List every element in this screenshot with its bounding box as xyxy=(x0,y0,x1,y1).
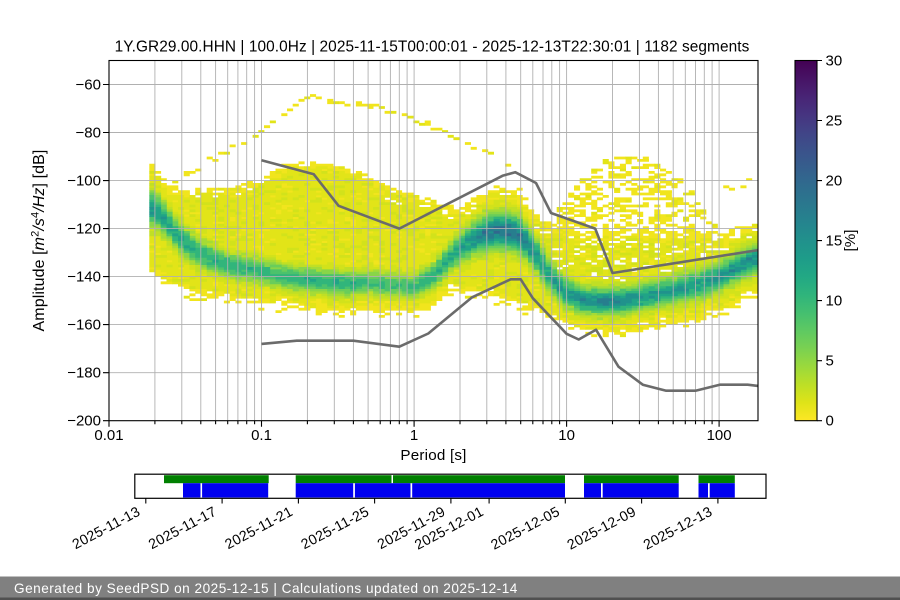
svg-text:15: 15 xyxy=(826,233,843,250)
svg-text:Generated by SeedPSD on 2025-1: Generated by SeedPSD on 2025-12-15 | Cal… xyxy=(14,581,518,596)
svg-text:−140: −140 xyxy=(67,269,101,286)
svg-text:Amplitude [m2/s4/Hz] [dB]: Amplitude [m2/s4/Hz] [dB] xyxy=(30,150,49,332)
svg-text:−120: −120 xyxy=(67,221,101,238)
svg-text:Period [s]: Period [s] xyxy=(400,447,466,464)
svg-text:0.1: 0.1 xyxy=(251,427,272,444)
svg-text:−200: −200 xyxy=(67,413,101,430)
svg-text:10: 10 xyxy=(558,427,575,444)
svg-text:30: 30 xyxy=(826,53,843,70)
svg-text:10: 10 xyxy=(826,293,843,310)
svg-text:1Y.GR29.00.HHN | 100.0Hz | 202: 1Y.GR29.00.HHN | 100.0Hz | 2025-11-15T00… xyxy=(115,39,750,56)
svg-text:20: 20 xyxy=(826,173,843,190)
svg-text:−160: −160 xyxy=(67,317,101,334)
svg-text:−180: −180 xyxy=(67,365,101,382)
svg-text:100: 100 xyxy=(707,427,732,444)
svg-text:25: 25 xyxy=(826,113,843,130)
svg-text:5: 5 xyxy=(826,353,834,370)
svg-text:0.01: 0.01 xyxy=(94,427,123,444)
svg-text:−100: −100 xyxy=(67,173,101,190)
svg-text:−80: −80 xyxy=(76,125,101,142)
svg-text:0: 0 xyxy=(826,413,834,430)
svg-text:[%]: [%] xyxy=(842,230,859,252)
svg-text:1: 1 xyxy=(410,427,418,444)
svg-text:−60: −60 xyxy=(76,77,101,94)
